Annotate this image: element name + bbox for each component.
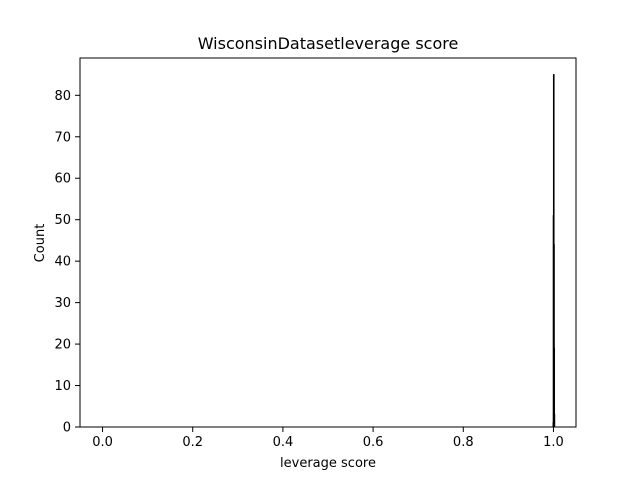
y-axis-label: Count (33, 224, 48, 263)
y-tick-label: 80 (54, 89, 71, 104)
y-tick-label: 10 (54, 379, 71, 394)
plot-area-frame (79, 57, 577, 428)
y-tick-label: 30 (54, 296, 71, 311)
y-tick-label: 70 (54, 130, 71, 145)
x-tick-label: 0.8 (453, 435, 474, 450)
chart-title: WisconsinDatasetleverage score (198, 34, 459, 53)
x-tick-label: 0.6 (363, 435, 384, 450)
y-tick-label: 20 (54, 338, 71, 353)
x-tick-label: 0.0 (92, 435, 113, 450)
x-axis-ticks: 0.0 0.2 0.4 0.6 0.8 1.0 (92, 427, 564, 450)
x-tick-label: 0.4 (273, 435, 294, 450)
histogram-bar (553, 414, 556, 428)
bars-layer (552, 74, 556, 428)
y-tick-label: 60 (54, 172, 71, 187)
x-tick-label: 1.0 (543, 435, 564, 450)
x-tick-label: 0.2 (182, 435, 203, 450)
x-axis-label: leverage score (280, 456, 376, 471)
y-tick-label: 40 (54, 255, 71, 270)
y-tick-label: 0 (63, 421, 71, 436)
y-axis-ticks: 0 10 20 30 40 50 60 70 80 (54, 89, 80, 436)
y-tick-label: 50 (54, 213, 71, 228)
